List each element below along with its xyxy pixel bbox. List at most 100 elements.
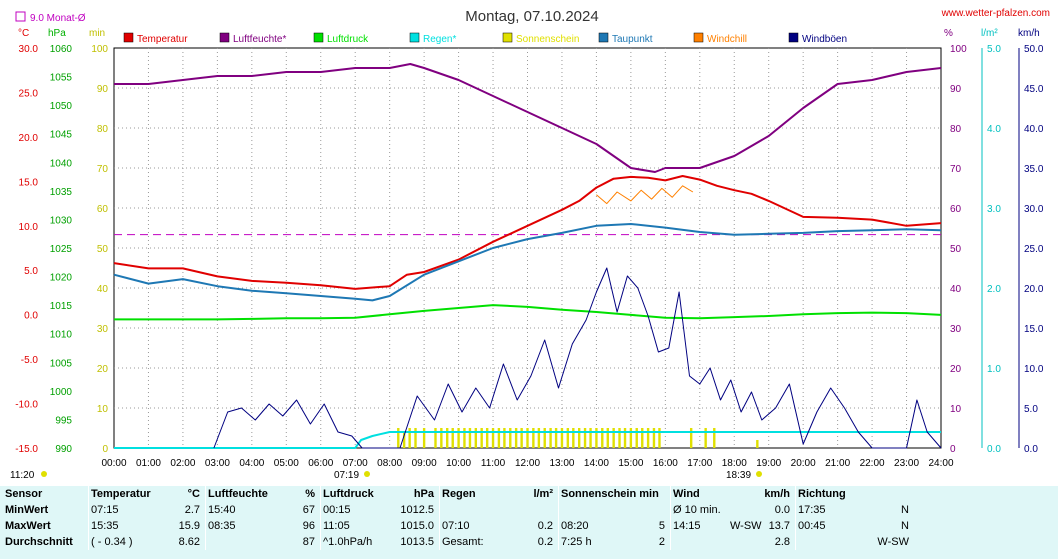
hpa-tick-label: 1035 bbox=[50, 187, 73, 198]
rain-tick-label: 3.0 bbox=[987, 204, 1001, 215]
chart-title: Montag, 07.10.2024 bbox=[465, 8, 598, 25]
pct-unit-label: % bbox=[944, 28, 953, 39]
legend-label: Windböen bbox=[802, 34, 847, 45]
x-tick-label: 17:00 bbox=[687, 458, 712, 469]
legend-swatch bbox=[313, 32, 324, 43]
pct-tick-label: 0 bbox=[950, 444, 956, 455]
series-luftfeuchte bbox=[114, 63, 942, 173]
wind-tick-label: 25.0 bbox=[1024, 244, 1044, 255]
sunshine-bar bbox=[560, 428, 564, 448]
site-url-link[interactable]: www.wetter-pfalzen.com bbox=[941, 8, 1050, 19]
sunshine-bar bbox=[451, 428, 454, 448]
sunshine-bar bbox=[601, 428, 604, 448]
x-tick-label: 10:00 bbox=[446, 458, 471, 469]
x-tick-label: 07:00 bbox=[343, 458, 368, 469]
rain-value bbox=[521, 502, 555, 518]
sunshine-bar bbox=[589, 428, 592, 448]
legend-label: Taupunkt bbox=[612, 34, 653, 45]
hdr-sunshine: Sonnenschein min bbox=[558, 486, 667, 502]
hpa-unit-label: hPa bbox=[48, 28, 66, 39]
sunshine-bar bbox=[554, 428, 558, 448]
daylength-label: 11:20 bbox=[10, 470, 35, 481]
legend-swatch bbox=[502, 32, 513, 43]
sun-time bbox=[558, 502, 641, 518]
min-tick-label: 80 bbox=[97, 124, 109, 135]
rain-tick-label: 4.0 bbox=[987, 124, 1001, 135]
min-tick-label: 30 bbox=[97, 324, 109, 335]
legend: Temperatur Luftfeuchte* Luftdruck Regen* Son… bbox=[123, 32, 847, 45]
hpa-tick-label: 990 bbox=[55, 444, 72, 455]
x-tick-label: 11:00 bbox=[481, 458, 506, 469]
sunshine-bar bbox=[543, 428, 546, 448]
wind-value: 2.8 bbox=[774, 536, 790, 548]
temp-tick-label: -15.0 bbox=[15, 444, 38, 455]
stats-table: Sensor Temperatur °C Luftfeuchte % Luftd… bbox=[0, 486, 914, 550]
x-tick-label: 00:00 bbox=[101, 458, 126, 469]
wind-dir bbox=[728, 534, 764, 550]
legend-label: Luftdruck bbox=[327, 34, 369, 45]
dir-time: 17:35 bbox=[795, 502, 870, 518]
wind-tick-label: 45.0 bbox=[1024, 84, 1044, 95]
hdr-regen: Regen bbox=[439, 486, 518, 502]
sunshine-bar bbox=[606, 428, 609, 448]
temp-unit-label: °C bbox=[18, 28, 29, 39]
sunshine-bar bbox=[434, 428, 437, 448]
sunset-label: 18:39 bbox=[726, 470, 751, 481]
wind-tick-label: 35.0 bbox=[1024, 164, 1044, 175]
rain-time: 07:10 bbox=[439, 518, 518, 534]
wind-value: 13.7 bbox=[768, 520, 790, 532]
hdr-luftdruck: Luftdruck bbox=[320, 486, 391, 502]
temp-tick-label: 10.0 bbox=[19, 222, 39, 233]
min-tick-label: 20 bbox=[97, 364, 109, 375]
hum-value: 87 bbox=[302, 536, 315, 548]
sunshine-bar bbox=[577, 428, 581, 448]
wind-tick-label: 15.0 bbox=[1024, 324, 1044, 335]
hpa-tick-label: 1055 bbox=[50, 73, 73, 84]
pct-tick-label: 80 bbox=[950, 124, 962, 135]
hdr-wind: Wind bbox=[670, 486, 725, 502]
x-tick-label: 04:00 bbox=[239, 458, 264, 469]
sunshine-bar bbox=[402, 432, 406, 448]
hdr-richtung: Richtung bbox=[795, 486, 870, 502]
x-tick-label: 08:00 bbox=[377, 458, 402, 469]
x-tick-label: 22:00 bbox=[860, 458, 885, 469]
dir-time: 00:45 bbox=[795, 518, 870, 534]
temp-value: 2.7 bbox=[184, 504, 200, 516]
wind-time bbox=[670, 534, 725, 550]
temp-value: 8.62 bbox=[178, 536, 200, 548]
sun-value: 2 bbox=[658, 536, 665, 548]
hpa-tick-label: 1050 bbox=[50, 101, 73, 112]
temp-value: 15.9 bbox=[178, 520, 200, 532]
sunshine-bar bbox=[480, 428, 483, 448]
x-tick-label: 14:00 bbox=[584, 458, 609, 469]
min-tick-label: 70 bbox=[97, 164, 109, 175]
x-tick-label: 12:00 bbox=[515, 458, 540, 469]
x-tick-label: 21:00 bbox=[825, 458, 850, 469]
wind-tick-label: 30.0 bbox=[1024, 204, 1044, 215]
avg-marker-icon bbox=[15, 11, 26, 22]
sunshine-bar bbox=[641, 428, 644, 448]
hpa-tick-label: 1015 bbox=[50, 301, 73, 312]
sunshine-bar bbox=[629, 428, 633, 448]
sunshine-bar bbox=[509, 428, 512, 448]
wind-time: Ø 10 min. bbox=[670, 502, 725, 518]
sunshine-bar bbox=[756, 440, 759, 448]
x-tick-label: 09:00 bbox=[412, 458, 437, 469]
hum-value: 67 bbox=[302, 504, 315, 516]
sunshine-bar bbox=[440, 428, 443, 448]
dir-time bbox=[795, 534, 870, 550]
sunshine-bar bbox=[658, 428, 661, 448]
wind-tick-label: 10.0 bbox=[1024, 364, 1044, 375]
wind-value: 0.0 bbox=[774, 504, 790, 516]
row-label: Durchschnitt bbox=[5, 536, 73, 548]
sunrise-label: 07:19 bbox=[334, 470, 359, 481]
dir-value: N bbox=[901, 520, 909, 532]
x-tick-label: 16:00 bbox=[653, 458, 678, 469]
press-value: 1012.5 bbox=[400, 504, 434, 516]
dir-value: N bbox=[901, 504, 909, 516]
hpa-tick-label: 1020 bbox=[50, 273, 73, 284]
temp-time: 15:35 bbox=[88, 518, 163, 534]
sunshine-bar bbox=[408, 428, 411, 448]
wind-time: 14:15 bbox=[670, 518, 725, 534]
sunshine-bar bbox=[474, 428, 478, 448]
